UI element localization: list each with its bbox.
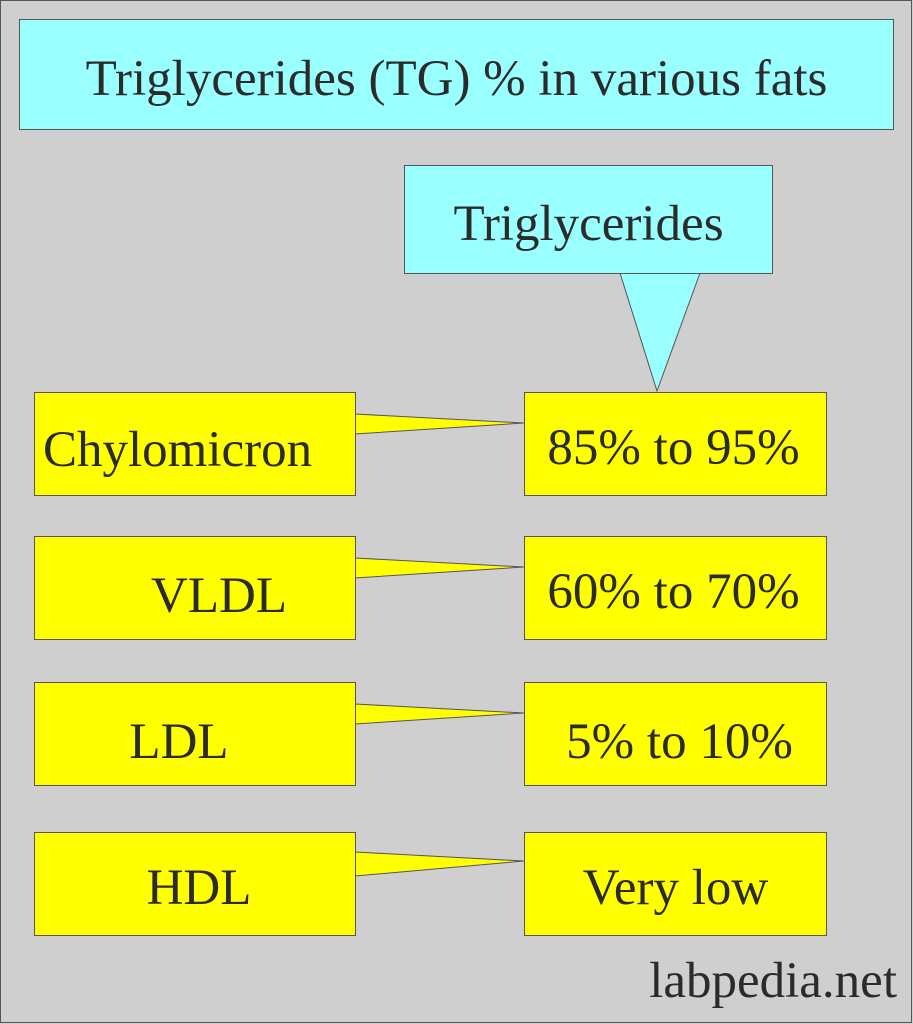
- row-value: 5% to 10%: [566, 714, 793, 770]
- triglycerides-header-callout: Triglycerides: [404, 165, 773, 274]
- ldl-value-box: 5% to 10%: [524, 682, 827, 786]
- row-label: Chylomicron: [43, 422, 313, 478]
- vldl-callout-pointer: [354, 557, 525, 579]
- vldl-label-box: VLDL: [34, 536, 356, 640]
- site-watermark: labpedia.net: [649, 953, 897, 1009]
- triglycerides-header-label: Triglycerides: [453, 195, 724, 252]
- diagram-title-box: Triglycerides (TG) % in various fats: [19, 19, 894, 130]
- hdl-value-box: Very low: [524, 832, 827, 936]
- chylomicron-value-box: 85% to 95%: [524, 392, 827, 496]
- hdl-callout-pointer: [354, 851, 525, 877]
- row-label: HDL: [146, 860, 252, 916]
- row-value: 85% to 95%: [547, 420, 800, 476]
- row-value: Very low: [582, 860, 769, 916]
- diagram-title: Triglycerides (TG) % in various fats: [85, 50, 828, 107]
- ldl-callout-pointer: [354, 703, 525, 725]
- header-callout-pointer: [619, 272, 701, 393]
- row-label: LDL: [129, 714, 229, 770]
- vldl-value-box: 60% to 70%: [524, 536, 827, 640]
- ldl-label-box: LDL: [34, 682, 356, 786]
- row-label: VLDL: [151, 568, 287, 624]
- hdl-label-box: HDL: [34, 832, 356, 936]
- chylomicron-label-box: Chylomicron: [34, 392, 356, 496]
- row-value: 60% to 70%: [547, 564, 800, 620]
- chylomicron-callout-pointer: [354, 413, 525, 435]
